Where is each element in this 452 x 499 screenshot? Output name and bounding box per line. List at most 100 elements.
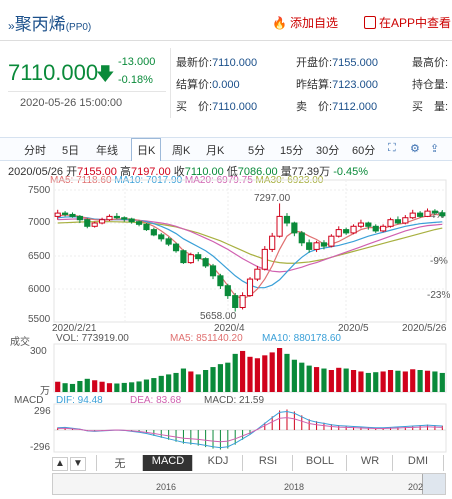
- candle-body: [431, 210, 438, 214]
- volume-bar: [254, 358, 260, 392]
- tab-5min[interactable]: 5分: [248, 145, 266, 157]
- volume-bar: [217, 364, 224, 392]
- volume-bar: [203, 370, 209, 392]
- timeline-handle[interactable]: [422, 474, 445, 494]
- tab-15min[interactable]: 15分: [280, 145, 304, 157]
- volume-bar: [240, 350, 246, 392]
- candle-body: [239, 295, 246, 308]
- tab-monthly-k[interactable]: 月K: [206, 145, 225, 157]
- volume-bar: [402, 371, 408, 392]
- volume-bar: [247, 356, 253, 392]
- indicator-tab-macd[interactable]: MACD: [142, 455, 193, 471]
- field-ask: 卖 价:7112.000: [296, 101, 378, 113]
- indicator-tab-none[interactable]: 无: [96, 455, 143, 471]
- indicator-tab-rsi[interactable]: RSI: [242, 455, 293, 471]
- field-high: 最高价:: [412, 57, 449, 69]
- volume-bar: [121, 382, 127, 392]
- volume-bar: [269, 352, 275, 392]
- volume-bar: [188, 371, 194, 392]
- volume-bar: [365, 372, 371, 392]
- tab-60min[interactable]: 60分: [352, 145, 376, 157]
- macd-value-legend: MACD: 21.59: [204, 395, 265, 406]
- field-settle: 结算价:0.000: [176, 79, 240, 91]
- nav-chevron-icon[interactable]: »: [8, 19, 15, 33]
- candle-body: [202, 258, 209, 267]
- field-bid-vol: 买 量:: [412, 101, 449, 113]
- field-bid: 买 价:7110.000: [176, 101, 258, 113]
- volume-bar: [143, 379, 150, 392]
- candle-body: [357, 222, 365, 227]
- low-annotation: 5658.00: [200, 311, 237, 322]
- open-in-app-button[interactable]: 在APP中查看: [364, 14, 451, 31]
- volume-bar: [136, 381, 142, 392]
- volume-bar: [173, 372, 179, 392]
- fullscreen-icon[interactable]: ⛶: [388, 142, 396, 154]
- volume-bar: [195, 374, 201, 392]
- settings-icon[interactable]: ⚙: [410, 143, 420, 155]
- price-change-pct: -0.18%: [118, 74, 153, 86]
- field-prev-settle: 昨结算:7123.000: [296, 79, 378, 91]
- volume-bar: [380, 371, 386, 392]
- candle-body: [313, 242, 320, 250]
- add-watchlist-button[interactable]: 🔥 添加自选: [272, 16, 338, 30]
- volume-bar: [262, 355, 268, 392]
- volume-bar: [210, 367, 216, 392]
- timeline-year: 2018: [284, 482, 305, 492]
- volume-bar: [166, 374, 172, 392]
- volume-bar: [313, 367, 320, 392]
- field-latest: 最新价:7110.000: [176, 57, 258, 69]
- tab-30min[interactable]: 30分: [316, 145, 340, 157]
- scroll-up-button[interactable]: ▲: [52, 457, 68, 471]
- ma30-line: [57, 221, 443, 264]
- volume-bar: [77, 381, 83, 392]
- vol-y-tick: 万: [40, 386, 50, 397]
- indicator-tab-wr[interactable]: WR: [346, 455, 393, 471]
- divider: [170, 48, 171, 118]
- candle-body: [128, 218, 135, 223]
- candle-body: [150, 229, 157, 236]
- volume-bar: [336, 367, 342, 392]
- macd-frame: [53, 403, 447, 453]
- volume-bar: [343, 368, 349, 392]
- volume-bar: [306, 365, 312, 392]
- volume-bar: [299, 362, 305, 392]
- candle-body: [195, 254, 202, 260]
- vol-legend: VOL: 773919.00: [56, 333, 129, 344]
- volume-bar: [321, 368, 327, 392]
- macd-dif-legend: DIF: 94.48: [56, 395, 103, 406]
- indicator-tab-boll[interactable]: BOLL: [292, 455, 347, 471]
- candle-body: [320, 242, 328, 247]
- indicator-tab-dmi[interactable]: DMI: [392, 455, 444, 471]
- timeline-scrollbar[interactable]: [52, 473, 446, 495]
- candle-body: [143, 223, 150, 231]
- candle-body: [417, 212, 424, 217]
- candle-body: [98, 219, 106, 224]
- volume-bar: [395, 370, 401, 392]
- volume-bar: [328, 370, 334, 392]
- y-tick: 6500: [28, 251, 51, 262]
- tab-5day[interactable]: 5日: [62, 145, 80, 157]
- candle-body: [439, 212, 446, 217]
- page-title: »聚丙烯(PP0): [8, 15, 92, 34]
- candle-body: [246, 278, 254, 297]
- candle-body: [121, 217, 128, 220]
- candle-body: [172, 243, 180, 252]
- tab-weekly-k[interactable]: 周K: [172, 145, 191, 157]
- tab-year[interactable]: 年线: [96, 145, 118, 157]
- indicator-tab-kdj[interactable]: KDJ: [192, 455, 243, 471]
- scroll-down-button[interactable]: ▼: [70, 457, 86, 471]
- volume-bar: [129, 382, 135, 392]
- tab-intraday[interactable]: 分时: [24, 145, 46, 157]
- tab-daily-k[interactable]: 日K: [131, 138, 162, 161]
- phone-icon: [364, 16, 376, 29]
- candle-body: [158, 234, 165, 240]
- instrument-code: (PP0): [65, 22, 92, 33]
- volume-bar: [92, 380, 98, 392]
- header-divider: [0, 40, 452, 41]
- candle-body: [328, 235, 335, 247]
- timeline-year: 2016: [156, 482, 177, 492]
- volume-bar: [424, 370, 431, 392]
- share-icon[interactable]: ⇪: [430, 143, 440, 155]
- candle-body: [69, 213, 76, 217]
